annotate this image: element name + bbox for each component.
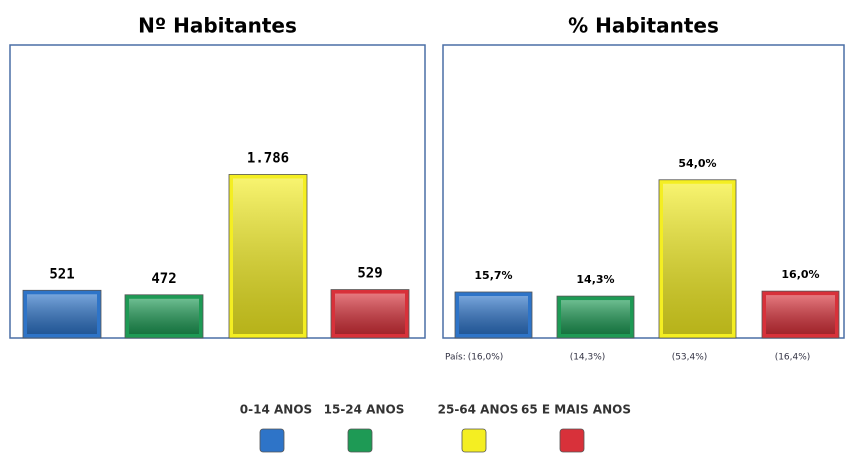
- value-label: 16,0%: [781, 268, 819, 281]
- country-value: (53,4%): [672, 353, 708, 363]
- bar-shade: [335, 293, 405, 334]
- value-label: 14,3%: [576, 273, 614, 286]
- bar-shade: [663, 183, 732, 334]
- value-label: 1.786: [247, 150, 289, 166]
- country-value: (16,0%): [468, 353, 504, 363]
- legend-swatch: [559, 428, 585, 453]
- bar-shade: [27, 294, 97, 334]
- legend-label: 0-14 ANOS: [240, 403, 312, 417]
- value-label: 529: [357, 266, 382, 282]
- bar-shade: [561, 300, 630, 334]
- bar-shade: [459, 295, 528, 334]
- annotation: País:: [445, 353, 466, 363]
- legend-swatch: [461, 428, 487, 453]
- plot-frame: [9, 44, 426, 339]
- bar-shade: [129, 298, 199, 334]
- value-label: 15,7%: [474, 269, 512, 282]
- country-value: (16,4%): [775, 353, 811, 363]
- legend-label: 65 E MAIS ANOS: [521, 403, 631, 417]
- legend-label: 25-64 ANOS: [438, 403, 519, 417]
- legend-swatch: [347, 428, 373, 453]
- country-value: (14,3%): [570, 353, 606, 363]
- bar-shade: [233, 178, 303, 334]
- value-label: 54,0%: [678, 157, 716, 170]
- legend-label: 15-24 ANOS: [324, 403, 405, 417]
- value-label: 521: [49, 266, 74, 282]
- chart-title: Nº Habitantes: [138, 14, 297, 38]
- plot-frame: [442, 44, 845, 339]
- bar-shade: [766, 295, 835, 334]
- chart-title: % Habitantes: [568, 14, 719, 38]
- value-label: 472: [151, 271, 176, 287]
- legend-swatch: [259, 428, 285, 453]
